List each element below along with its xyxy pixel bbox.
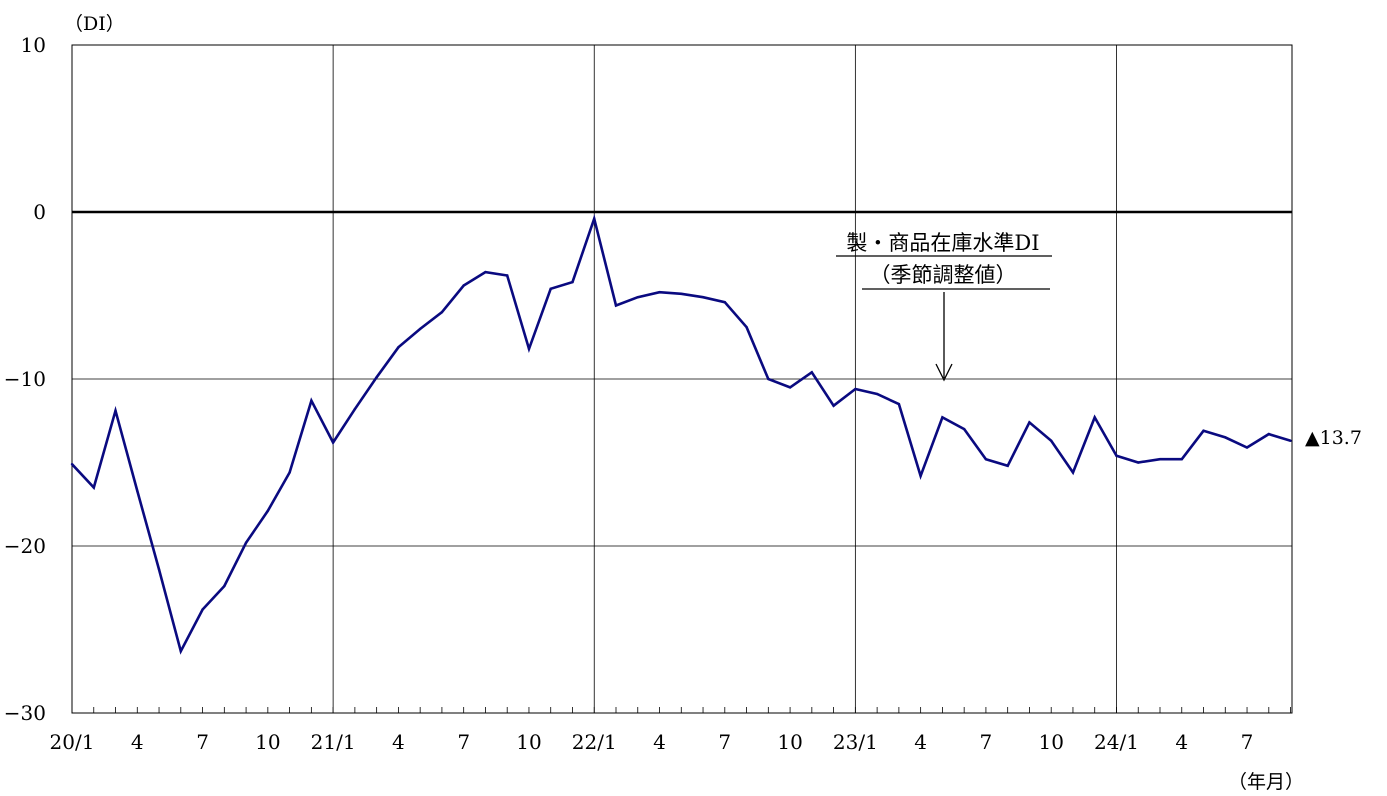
data-point [157, 568, 161, 571]
x-tick-label: 22/1 [572, 730, 617, 754]
data-point [506, 274, 509, 277]
x-tick-label: 24/1 [1094, 730, 1139, 754]
data-point [92, 486, 95, 489]
data-point [266, 509, 270, 513]
data-point [854, 387, 857, 391]
data-point [636, 295, 639, 299]
data-point [745, 326, 748, 329]
x-tick-label: 10 [516, 730, 541, 754]
data-point [1158, 457, 1162, 461]
y-unit-label: （DI） [64, 13, 125, 35]
data-point [1267, 432, 1271, 436]
data-point [962, 427, 966, 431]
data-point [571, 280, 574, 284]
y-tick-label: −30 [4, 701, 46, 725]
x-tick-label: 10 [1038, 730, 1063, 754]
data-point [788, 386, 792, 389]
x-tick-label: 7 [718, 730, 731, 754]
data-point [418, 327, 422, 331]
x-tick-label: 7 [1241, 730, 1254, 754]
data-point [767, 377, 770, 381]
data-point [1137, 461, 1140, 464]
x-tick-label: 23/1 [833, 730, 878, 754]
annotation-arrow-head [935, 363, 953, 382]
data-point [136, 489, 139, 493]
data-point [1245, 446, 1249, 449]
data-point [1006, 464, 1009, 468]
data-point [1224, 436, 1227, 439]
last-value-label: ▲13.7 [1305, 427, 1362, 449]
gridlines [72, 44, 1292, 713]
data-point [723, 300, 726, 304]
data-point [179, 650, 182, 653]
data-point [484, 270, 487, 274]
x-unit-label: （年月） [1228, 771, 1304, 793]
data-point [919, 474, 922, 478]
data-point [70, 462, 74, 466]
x-tick-label: 4 [653, 730, 666, 754]
data-point [201, 608, 204, 611]
data-point [1028, 421, 1031, 424]
x-axis-ticks: 20/1 4 7 10 21/1 4 7 10 22/1 4 7 10 23/1 4 7 10 24/1 4 7 [50, 730, 1254, 754]
x-tick-label: 20/1 [50, 730, 95, 754]
y-tick-label: 0 [33, 200, 46, 224]
x-tick-label: 10 [255, 730, 280, 754]
data-point [1115, 454, 1118, 458]
data-point [680, 292, 683, 296]
data-point [397, 346, 400, 349]
data-point [244, 541, 248, 544]
x-tick-label: 10 [777, 730, 802, 754]
x-axis-minor-ticks [93, 707, 1291, 713]
data-point [1093, 416, 1096, 419]
data-point [1289, 439, 1292, 442]
x-tick-label: 4 [392, 730, 405, 754]
x-tick-label: 4 [131, 730, 144, 754]
series-line [71, 214, 1291, 655]
x-tick-label: 7 [196, 730, 209, 754]
data-point [527, 347, 531, 351]
data-point [897, 402, 901, 406]
data-point [658, 290, 661, 294]
data-point [375, 376, 378, 379]
data-point [223, 584, 226, 588]
x-tick-label: 4 [914, 730, 927, 754]
data-point [1202, 429, 1205, 432]
data-point [614, 304, 618, 307]
plot-frame [71, 44, 1293, 714]
data-point [353, 407, 357, 411]
data-point [114, 409, 117, 412]
x-tick-label: 7 [457, 730, 470, 754]
data-point [310, 399, 313, 402]
x-tick-label: 21/1 [311, 730, 356, 754]
data-point [941, 416, 944, 419]
data-point [440, 311, 444, 314]
data-point [1071, 471, 1075, 474]
data-point [832, 404, 835, 407]
annotation-subtitle: （季節調整値） [870, 263, 1017, 287]
data-point [1180, 457, 1183, 461]
annotation: 製・商品在庫水準DI （季節調整値） [836, 231, 1052, 382]
data-point [593, 217, 596, 220]
data-point [331, 441, 335, 444]
data-point [810, 371, 814, 374]
data-point [701, 295, 705, 299]
annotation-title: 製・商品在庫水準DI [846, 231, 1039, 255]
data-point [1050, 439, 1053, 442]
data-point [462, 284, 465, 287]
data-points [70, 217, 1292, 653]
data-point [875, 392, 879, 396]
data-point [288, 471, 291, 474]
y-tick-label: −20 [4, 534, 46, 558]
y-axis-ticks: 10 0 −10 −20 −30 [4, 33, 46, 725]
y-tick-label: 10 [21, 33, 46, 57]
x-tick-label: 4 [1175, 730, 1188, 754]
x-tick-label: 7 [980, 730, 993, 754]
data-point [984, 457, 988, 461]
data-point [549, 287, 552, 291]
y-tick-label: −10 [4, 367, 46, 391]
